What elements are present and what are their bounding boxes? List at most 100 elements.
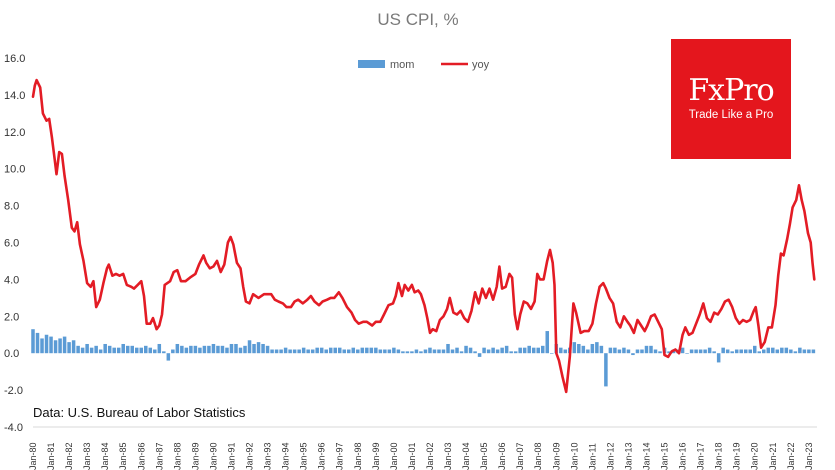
mom-bar — [243, 345, 247, 354]
mom-bar — [356, 349, 360, 354]
mom-bar — [766, 347, 771, 354]
mom-bar — [685, 353, 689, 354]
mom-bar — [310, 349, 315, 354]
y-tick-label: 14.0 — [4, 90, 25, 102]
logo-wordmark: FxPro — [688, 73, 774, 108]
mom-bar — [134, 347, 139, 354]
mom-bar — [288, 349, 292, 354]
mom-bar — [595, 342, 599, 354]
x-tick-label: Jan-90 — [208, 442, 218, 470]
x-tick-label: Jan-86 — [136, 442, 146, 470]
mom-bar — [626, 349, 631, 354]
mom-bar — [383, 349, 387, 354]
x-tick-label: Jan-98 — [353, 442, 363, 470]
mom-bar — [437, 349, 441, 354]
y-tick-label: -2.0 — [4, 385, 23, 397]
mom-bar — [739, 349, 743, 354]
x-tick-label: Jan-14 — [641, 442, 651, 470]
mom-bar — [590, 343, 595, 354]
mom-bar — [432, 349, 437, 354]
mom-bars — [31, 329, 816, 387]
mom-bar — [581, 345, 586, 354]
mom-bar — [216, 345, 220, 354]
x-tick-label: Jan-17 — [696, 442, 706, 470]
mom-bar — [252, 343, 256, 354]
mom-bar — [545, 331, 550, 354]
mom-bar — [80, 347, 85, 354]
mom-bar — [608, 347, 613, 354]
mom-bar — [410, 351, 414, 354]
logo-tagline: Trade Like a Pro — [688, 109, 774, 121]
mom-bar — [144, 345, 148, 354]
mom-bar — [153, 349, 157, 354]
mom-bar — [130, 345, 134, 354]
mom-bar — [49, 336, 53, 354]
x-tick-label: Jan-06 — [497, 442, 507, 470]
mom-bar — [238, 347, 243, 354]
x-tick-label: Jan-99 — [371, 442, 381, 470]
chart-legend: mom yoy — [358, 59, 490, 71]
x-tick-label: Jan-96 — [317, 442, 327, 470]
mom-bar — [748, 349, 752, 354]
legend-label-mom: mom — [390, 59, 414, 71]
mom-bar — [771, 347, 775, 354]
mom-bar — [635, 349, 640, 354]
mom-bar — [283, 347, 288, 354]
x-tick-label: Jan-00 — [389, 442, 399, 470]
x-tick-label: Jan-89 — [190, 442, 200, 470]
x-tick-label: Jan-15 — [660, 442, 670, 470]
mom-bar — [193, 345, 198, 354]
mom-bar — [527, 345, 531, 354]
mom-bar — [378, 349, 383, 354]
mom-bar — [495, 349, 500, 354]
mom-bar — [450, 349, 455, 354]
mom-bar — [62, 336, 67, 354]
mom-bar — [707, 347, 712, 354]
y-tick-label: -4.0 — [4, 422, 23, 434]
mom-bar — [518, 347, 522, 354]
x-tick-label: Jan-22 — [786, 442, 796, 470]
mom-bar — [789, 349, 793, 354]
x-tick-label: Jan-08 — [533, 442, 543, 470]
mom-bar — [473, 351, 477, 354]
mom-bar — [175, 343, 180, 354]
mom-bar — [644, 345, 649, 354]
x-tick-label: Jan-07 — [515, 442, 525, 470]
y-tick-label: 10.0 — [4, 164, 25, 176]
mom-bar — [604, 353, 608, 387]
mom-bar — [333, 347, 337, 354]
mom-bar — [103, 343, 107, 354]
mom-bar — [793, 351, 798, 354]
mom-bar — [653, 349, 658, 354]
chart-title: US CPI, % — [377, 10, 458, 29]
mom-bar — [53, 340, 58, 354]
mom-bar — [297, 349, 301, 354]
mom-bar — [207, 345, 211, 354]
mom-bar — [446, 343, 450, 354]
mom-bar — [468, 347, 473, 354]
mom-bar — [256, 342, 261, 354]
mom-bar — [387, 349, 392, 354]
y-tick-label: 16.0 — [4, 53, 25, 65]
mom-bar — [76, 345, 80, 354]
mom-bar — [599, 345, 604, 354]
x-tick-label: Jan-80 — [28, 442, 38, 470]
mom-bar — [721, 347, 725, 354]
mom-bar — [667, 351, 671, 354]
mom-bar — [780, 347, 784, 354]
x-tick-label: Jan-10 — [569, 442, 579, 470]
mom-bar — [121, 343, 125, 354]
mom-bar — [716, 353, 721, 363]
mom-bar — [455, 347, 459, 354]
mom-bar — [365, 347, 369, 354]
mom-bar — [225, 347, 229, 354]
x-tick-label: Jan-83 — [82, 442, 92, 470]
mom-bar — [112, 347, 116, 354]
x-tick-label: Jan-19 — [732, 442, 742, 470]
x-tick-label: Jan-01 — [407, 442, 417, 470]
x-tick-label: Jan-12 — [605, 442, 615, 470]
mom-bar — [459, 351, 464, 354]
mom-bar — [752, 345, 757, 354]
mom-bar — [270, 349, 274, 354]
mom-bar — [40, 338, 44, 354]
